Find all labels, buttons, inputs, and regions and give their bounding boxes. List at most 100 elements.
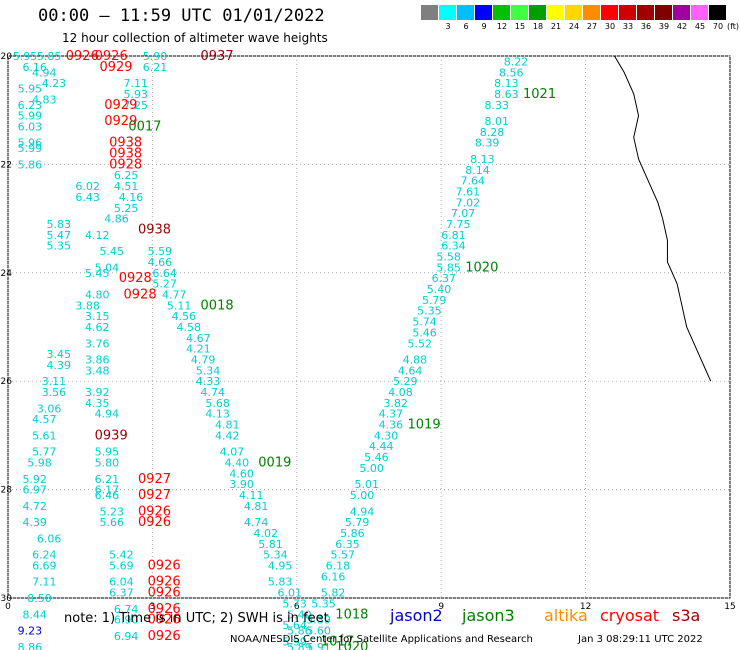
wave-height-label: 5.93 (124, 88, 148, 101)
wave-height-label: 5.64 (282, 619, 307, 632)
wave-height-label: 8.56 (499, 66, 523, 79)
scale-swatch (619, 5, 636, 20)
scale-label: 18 (532, 22, 544, 31)
wave-height-label: 4.83 (32, 93, 57, 106)
wave-height-label: 5.00 (350, 489, 375, 502)
wave-height-label: 5.73 (282, 597, 307, 610)
wave-height-label: 5.47 (47, 229, 72, 242)
wave-height-label: 7.25 (124, 99, 148, 112)
scale-label: 39 (658, 22, 670, 31)
pass-time-label: 0926 (148, 613, 181, 628)
wave-height-label: 4.40 (225, 457, 250, 470)
wave-height-label: 6.69 (32, 559, 57, 572)
wave-height-label: 6.74 (114, 603, 139, 616)
y-tick-label: -30 (0, 594, 12, 604)
wave-height-label: 4.66 (148, 256, 173, 269)
wave-height-label: 6.04 (109, 576, 134, 589)
wave-height-label: 5.42 (109, 549, 134, 562)
footer-note: note: 1) Time is in UTC; 2) SWH is in fe… (64, 611, 329, 626)
wave-height-label: 8.44 (22, 608, 47, 621)
scale-swatch (673, 5, 690, 20)
wave-height-label: 5.11 (167, 299, 192, 312)
wave-height-label: 3.92 (85, 386, 110, 399)
scale-label: 9 (481, 22, 487, 31)
scale-swatch (457, 5, 474, 20)
wave-height-label: 8.28 (480, 126, 505, 139)
y-tick-label: -28 (0, 486, 12, 496)
y-tick-label: -24 (0, 269, 12, 279)
wave-height-label: 5.95 (18, 83, 43, 96)
coastline (614, 55, 712, 382)
pass-time-label: 0938 (138, 222, 171, 237)
generated-timestamp: Jan 3 08:29:11 UTC 2022 (578, 634, 703, 645)
wave-height-label: 6.43 (75, 191, 100, 204)
wave-height-label: 5.69 (109, 559, 134, 572)
pass-time-label: 0939 (95, 428, 128, 443)
scale-label: 70 (712, 22, 724, 31)
wave-height-label: 7.75 (446, 218, 471, 231)
wave-height-label: 5.89 (287, 641, 312, 650)
scale-swatch (601, 5, 618, 20)
wave-height-label: 7.02 (456, 196, 481, 209)
wave-height-label: 3.56 (42, 386, 66, 399)
scale-label: 36 (640, 22, 652, 31)
pass-time-label: 0926 (148, 558, 181, 573)
wave-height-label: 7.07 (451, 207, 476, 220)
pass-time-label: 1019 (408, 418, 441, 433)
wave-height-label: 8.50 (27, 592, 52, 605)
wave-height-label: 5.45 (85, 267, 110, 280)
pass-time-label: 0927 (138, 472, 171, 487)
wave-height-label: 4.94 (32, 66, 57, 79)
wave-height-label: 6.17 (95, 484, 120, 497)
wave-height-label: 4.72 (22, 500, 47, 513)
pass-time-label: 0929 (104, 114, 137, 129)
wave-height-label: 4.42 (215, 429, 240, 442)
wave-height-label: 3.11 (42, 375, 66, 388)
wave-height-label: 5.58 (436, 251, 461, 264)
x-tick-label: 0 (5, 602, 11, 612)
wave-height-label: 5.77 (32, 446, 57, 459)
credit-text: NOAA/NESDIS Center for Satellite Applica… (230, 634, 533, 645)
wave-height-label: 5.79 (422, 294, 447, 307)
wave-height-label: 9.23 (18, 625, 43, 638)
scale-swatch (475, 5, 492, 20)
mission-altika: altika (544, 606, 588, 625)
scale-label: 3 (445, 22, 451, 31)
scale-swatch (655, 5, 672, 20)
wave-height-label: 4.64 (398, 364, 423, 377)
mission-s3a: s3a (672, 606, 701, 625)
pass-time-label: 0938 (109, 136, 142, 151)
wave-height-label: 5.40 (427, 283, 452, 296)
wave-height-label: 5.83 (47, 218, 72, 231)
scale-swatch (493, 5, 510, 20)
wave-height-label: 7.64 (460, 175, 485, 188)
pass-time-label: 0017 (128, 119, 161, 134)
wave-height-label: 6.16 (321, 570, 346, 583)
wave-height-label: 8.13 (494, 77, 519, 90)
wave-height-label: 4.95 (268, 559, 293, 572)
wave-height-label: 6.81 (441, 229, 466, 242)
wave-height-label: 4.51 (114, 180, 139, 193)
wave-height-label: 4.80 (85, 288, 110, 301)
wave-height-label: 5.83 (268, 576, 293, 589)
wave-height-label: 5.00 (359, 462, 384, 475)
wave-height-label: 6.37 (432, 272, 457, 285)
wave-height-label: 8.22 (504, 55, 528, 68)
wave-height-label: 6.97 (22, 484, 47, 497)
scale-swatch (511, 5, 528, 20)
x-tick-label: 15 (724, 602, 735, 612)
scale-swatch (439, 5, 456, 20)
wave-height-label: 5.60 (306, 625, 331, 638)
wave-height-label: 4.39 (22, 516, 47, 529)
wave-height-label: 4.81 (215, 419, 240, 432)
wave-height-label: 5.01 (355, 478, 380, 491)
scale-swatch (583, 5, 600, 20)
wave-height-label: 5.23 (99, 505, 124, 518)
pass-time-label: 0937 (201, 49, 234, 64)
wave-height-label: 6.01 (278, 587, 303, 600)
pass-time-label: 0019 (258, 456, 291, 471)
scale-label: 6 (463, 22, 469, 31)
wave-height-label: 6.25 (114, 169, 139, 182)
wave-height-label: 6.64 (152, 267, 177, 280)
wave-height-label: 4.30 (374, 429, 399, 442)
